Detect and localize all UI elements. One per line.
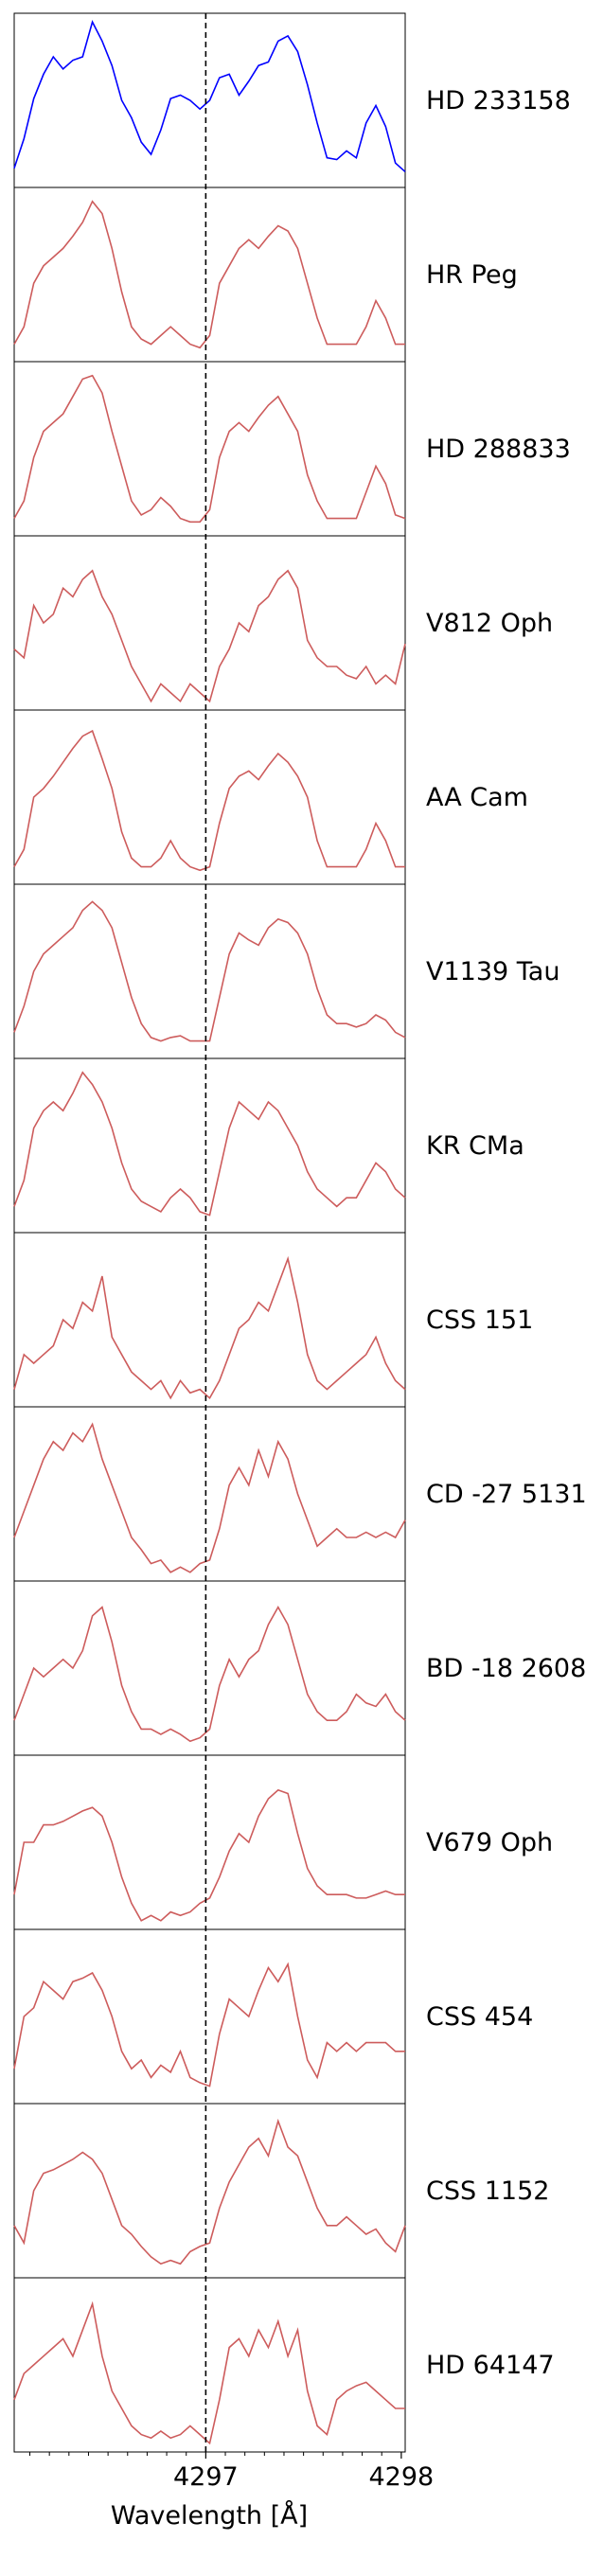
panel-label: HD 64147: [426, 2351, 555, 2380]
spectrum-line: [13, 1605, 406, 1743]
panel-frame: [13, 1928, 406, 2105]
spectrum-line: [13, 569, 406, 703]
panel-frame: [13, 2277, 406, 2453]
x-tick-label: 4298: [369, 2462, 435, 2492]
spectrum-line: [13, 729, 405, 872]
panel-label: KR CMa: [426, 1131, 524, 1161]
panel-label: HD 288833: [426, 435, 571, 464]
panel-label: CSS 454: [426, 2002, 533, 2032]
spectrum-line: [13, 1422, 406, 1573]
panel-label: V812 Oph: [426, 609, 553, 638]
spectrum-line: [13, 900, 406, 1042]
spectrum-line: [13, 20, 406, 173]
panel-frame: [13, 1057, 406, 1234]
panel-label: HR Peg: [426, 260, 518, 290]
panel-label: CSS 1152: [426, 2176, 549, 2206]
spectrum-line: [13, 1255, 406, 1400]
x-axis-label: Wavelength [Å]: [111, 2500, 308, 2531]
panel-frame: [13, 1754, 406, 1930]
spectrum-line: [13, 1788, 405, 1922]
panel-label: AA Cam: [426, 783, 528, 812]
panel-label: V679 Oph: [426, 1828, 553, 1857]
spectrum-line: [13, 1962, 405, 2087]
panel-label: V1139 Tau: [426, 957, 560, 986]
panel-label: CSS 151: [426, 1306, 533, 1335]
spectrum-line: [13, 1071, 406, 1217]
panel-label: HD 233158: [426, 86, 571, 115]
panel-frame: [13, 1232, 406, 1408]
panel-frame: [13, 535, 406, 711]
x-tick-label: 4297: [173, 2462, 239, 2492]
panel-label: CD -27 5131: [426, 1480, 587, 1509]
spectrum-line: [13, 2301, 405, 2445]
spectrum-line: [13, 2118, 406, 2265]
panel-frame: [13, 883, 406, 1059]
panel-frame: [13, 2103, 406, 2279]
panel-frame: [13, 709, 406, 885]
spectrum-line: [13, 200, 405, 349]
panel-label: BD -18 2608: [426, 1654, 586, 1683]
spectrum-line: [13, 374, 406, 524]
